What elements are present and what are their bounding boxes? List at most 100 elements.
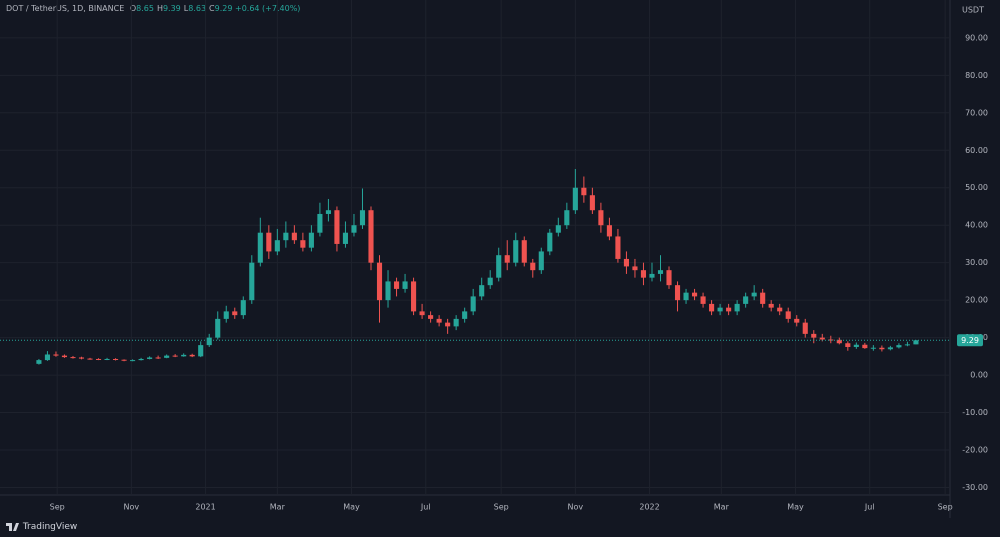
candle [606, 217, 612, 241]
x-tick-label: 2021 [195, 503, 215, 512]
candle-body [130, 360, 136, 362]
candle-body [113, 358, 119, 360]
change: +0.64 (+7.40%) [235, 4, 301, 13]
candle-body [700, 296, 706, 304]
candle [411, 277, 417, 316]
candle-body [657, 270, 664, 274]
candle [555, 217, 561, 237]
candle-body [206, 337, 212, 346]
candle [623, 251, 629, 274]
candle-body [828, 339, 834, 341]
candle [300, 232, 306, 252]
currency: USDT [962, 6, 984, 15]
ohlc-value: 9.39 [162, 4, 181, 13]
candle [726, 303, 732, 316]
candle-body [342, 232, 349, 244]
candle [470, 288, 476, 316]
x-tick-label: Mar [714, 503, 730, 512]
candle-body [751, 292, 757, 297]
candle [147, 356, 153, 360]
candle [853, 342, 859, 349]
candle-body [683, 292, 689, 301]
ohlc-label: L [183, 4, 189, 13]
candle-body [879, 347, 885, 350]
x-tick-label: 2022 [639, 503, 659, 512]
candle-body [717, 307, 723, 312]
y-tick-label: 20.00 [965, 296, 988, 305]
candle [870, 345, 876, 351]
candle [368, 206, 374, 271]
candle [811, 330, 817, 344]
candle [130, 359, 136, 362]
candle [61, 354, 68, 358]
candle [547, 228, 553, 256]
candle [462, 307, 468, 323]
ohlc-value: 8.63 [188, 4, 207, 13]
candle [164, 354, 170, 359]
symbol: DOT / TetherUS, 1D, BINANCE [6, 4, 125, 13]
candle [649, 262, 655, 282]
candle [266, 225, 272, 259]
candle [138, 357, 144, 361]
candle [479, 277, 485, 301]
candle [104, 357, 110, 361]
candle-body [785, 311, 791, 319]
candle [198, 341, 204, 358]
candle-body [802, 322, 808, 334]
candle [351, 213, 357, 237]
candle-body [709, 303, 715, 312]
candle-body [317, 213, 323, 233]
candle [95, 358, 102, 361]
candle [887, 345, 893, 351]
candle-body [862, 344, 868, 349]
candle-body [283, 232, 289, 241]
candle-body [393, 281, 400, 289]
candle [777, 303, 783, 316]
y-tick-label: 80.00 [965, 71, 988, 80]
candle [709, 300, 715, 316]
candle-body [470, 296, 476, 312]
candle [215, 311, 221, 340]
candle [589, 187, 595, 214]
candle-body [95, 358, 102, 360]
y-tick-label: 0.00 [970, 371, 988, 380]
candle-body [870, 347, 876, 349]
candle-body [811, 333, 817, 338]
candle [904, 341, 910, 347]
candle-body [376, 262, 383, 301]
candle [845, 341, 851, 351]
x-tick-label: Sep [938, 503, 953, 512]
candle [419, 303, 425, 319]
candle [683, 288, 689, 304]
candle-body [572, 187, 578, 211]
candle-body [215, 318, 221, 338]
candle-body [794, 318, 800, 323]
candle [751, 285, 757, 301]
candle [700, 292, 706, 308]
candle [445, 318, 451, 334]
candle [828, 335, 834, 344]
candle-body [479, 285, 485, 297]
candle-body [359, 210, 366, 226]
x-tick-label: Nov [124, 503, 140, 512]
candle-body [674, 285, 681, 301]
candle-body [147, 357, 153, 359]
candle-body [232, 311, 238, 316]
candle [334, 206, 340, 252]
candle [428, 311, 434, 323]
candle-body [666, 270, 672, 286]
y-tick-label: 70.00 [965, 108, 988, 117]
x-tick-label: Jul [420, 503, 431, 512]
candle [155, 355, 161, 359]
candle-body [87, 358, 93, 360]
x-tick-label: Mar [270, 503, 286, 512]
candle-body [896, 345, 902, 348]
candle [121, 359, 127, 362]
candle [436, 315, 442, 327]
candle-body [104, 358, 110, 360]
footer: TradingView [6, 522, 77, 532]
candle-body [453, 318, 459, 327]
candle [393, 277, 400, 297]
candle [70, 355, 76, 359]
candle [240, 296, 246, 319]
